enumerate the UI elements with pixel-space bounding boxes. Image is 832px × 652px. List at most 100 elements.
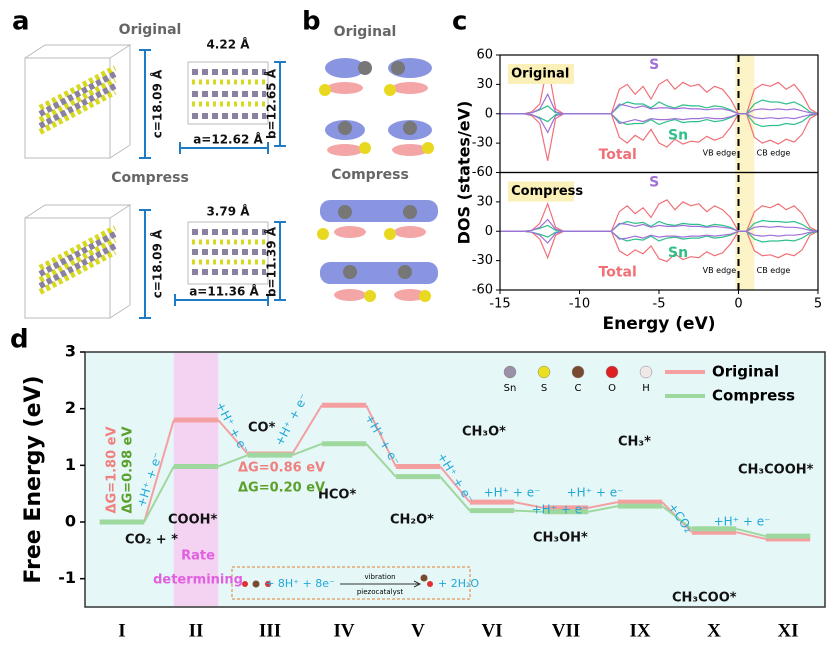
spacing-label: 3.79 Å bbox=[206, 204, 250, 219]
y-tick-label: 3 bbox=[65, 342, 76, 361]
legend-label: Compress bbox=[712, 387, 795, 405]
subplot-title: Original bbox=[511, 67, 569, 82]
atom-label: O bbox=[608, 383, 616, 394]
connector bbox=[143, 419, 175, 523]
atom-swatch bbox=[503, 365, 517, 379]
species-label: CH₃COO* bbox=[672, 591, 737, 606]
reaction-text: + 8H⁺ + 8e⁻ bbox=[265, 577, 335, 590]
x-tick-label: -15 bbox=[489, 297, 510, 312]
atom-swatch bbox=[571, 365, 585, 379]
y-tick-label: -30 bbox=[472, 253, 493, 268]
series-label: S bbox=[649, 57, 659, 73]
panel-label: c bbox=[452, 7, 467, 37]
x-tick-label: XI bbox=[777, 620, 798, 641]
connector bbox=[217, 419, 249, 455]
series-label: Total bbox=[599, 264, 637, 280]
panel-a: Original 4.22 Å c=18.09 Å b=12.65 Å a=12… bbox=[24, 22, 286, 319]
title: Original bbox=[334, 24, 397, 40]
atom-swatch bbox=[605, 365, 619, 379]
delta-g-label: ΔG=0.86 eV bbox=[238, 461, 325, 476]
x-tick-label: V bbox=[411, 620, 425, 641]
species-label: CH₂O* bbox=[390, 513, 434, 528]
connector bbox=[514, 501, 544, 509]
atom-swatch bbox=[639, 365, 653, 379]
connector bbox=[735, 527, 767, 538]
x-tick-label: 5 bbox=[814, 297, 822, 312]
dimension-label: a=12.62 Å bbox=[193, 132, 263, 147]
panel-label: a bbox=[12, 7, 30, 37]
dos-curve bbox=[500, 99, 819, 115]
dos-curve bbox=[500, 218, 819, 232]
y-tick-label: -60 bbox=[472, 283, 493, 298]
atom-swatch bbox=[537, 365, 551, 379]
subplot-title-bg bbox=[507, 64, 574, 84]
connector bbox=[588, 501, 618, 509]
dimension-label: c=18.09 Å bbox=[150, 69, 165, 138]
x-tick-label: VII bbox=[552, 620, 581, 641]
panel-label: b bbox=[302, 7, 321, 37]
y-tick-label: 0 bbox=[485, 224, 493, 239]
x-tick-label: III bbox=[259, 620, 281, 641]
y-axis-label: DOS (states/eV) bbox=[455, 101, 474, 245]
series-label: S bbox=[649, 174, 659, 190]
x-tick-label: II bbox=[189, 620, 204, 641]
x-tick-label: I bbox=[118, 620, 125, 641]
connector bbox=[439, 476, 471, 512]
dos-curve bbox=[500, 230, 819, 243]
y-tick-label: -60 bbox=[472, 165, 493, 180]
x-tick-label: VI bbox=[481, 620, 502, 641]
panel-label: d bbox=[10, 325, 29, 355]
species-label: HCO* bbox=[318, 488, 356, 503]
series-label: Total bbox=[599, 147, 637, 163]
delta-g-label: ΔG=0.20 eV bbox=[238, 481, 325, 496]
connector bbox=[217, 454, 249, 468]
dos-curve bbox=[500, 199, 819, 232]
x-tick-label: IV bbox=[333, 620, 354, 641]
step-label: +H⁺ + e⁻ bbox=[532, 503, 589, 517]
y-tick-label: -30 bbox=[472, 136, 493, 151]
spacing-label: 4.22 Å bbox=[206, 37, 250, 52]
step-label: +H⁺ + e⁻ bbox=[714, 515, 771, 529]
connector bbox=[365, 443, 397, 478]
connector bbox=[143, 465, 175, 523]
species-label: CH₃O* bbox=[462, 425, 506, 440]
connector bbox=[661, 505, 693, 530]
connector bbox=[588, 505, 618, 513]
subplot-title-bg bbox=[507, 181, 574, 202]
rate-band bbox=[173, 353, 219, 606]
y-tick-label: 30 bbox=[476, 194, 493, 209]
y-tick-label: 2 bbox=[65, 398, 76, 417]
connector bbox=[514, 509, 544, 513]
charge-density bbox=[317, 48, 438, 305]
dos-curve bbox=[500, 113, 819, 134]
connector bbox=[735, 531, 767, 540]
species-label: CH₃OH* bbox=[533, 531, 588, 546]
edge-label: VB edge bbox=[703, 266, 737, 275]
x-tick-label: 0 bbox=[734, 297, 742, 312]
title: Compress bbox=[111, 170, 189, 186]
dimension-label: c=18.09 Å bbox=[150, 229, 165, 298]
connector bbox=[439, 465, 471, 503]
y-tick-label: 1 bbox=[65, 455, 76, 474]
dimension-label: b=12.65 Å bbox=[264, 68, 279, 139]
dimension-label: b=11.39 Å bbox=[264, 226, 279, 297]
title: Compress bbox=[331, 167, 409, 183]
connector bbox=[291, 404, 323, 455]
connector bbox=[365, 404, 397, 467]
dimension-label: a=11.36 Å bbox=[189, 284, 259, 299]
dos-curve bbox=[500, 219, 819, 232]
dos-curve bbox=[500, 92, 819, 115]
subplot-title: Compress bbox=[511, 184, 583, 199]
step-label: +H⁺ + e⁻ bbox=[484, 486, 541, 500]
rate-label: determining bbox=[153, 573, 243, 588]
rate-label: Rate bbox=[181, 549, 215, 564]
x-axis-label: Energy (eV) bbox=[602, 314, 715, 334]
species-label: CO₂ + * bbox=[125, 533, 178, 548]
x-tick-label: -10 bbox=[569, 297, 590, 312]
y-tick-label: 0 bbox=[485, 106, 493, 121]
dos-curve bbox=[500, 230, 819, 263]
delta-g-label: ΔG=0.98 eV bbox=[121, 426, 136, 513]
edge-label: CB edge bbox=[757, 148, 791, 157]
dimension-lines bbox=[139, 49, 286, 319]
